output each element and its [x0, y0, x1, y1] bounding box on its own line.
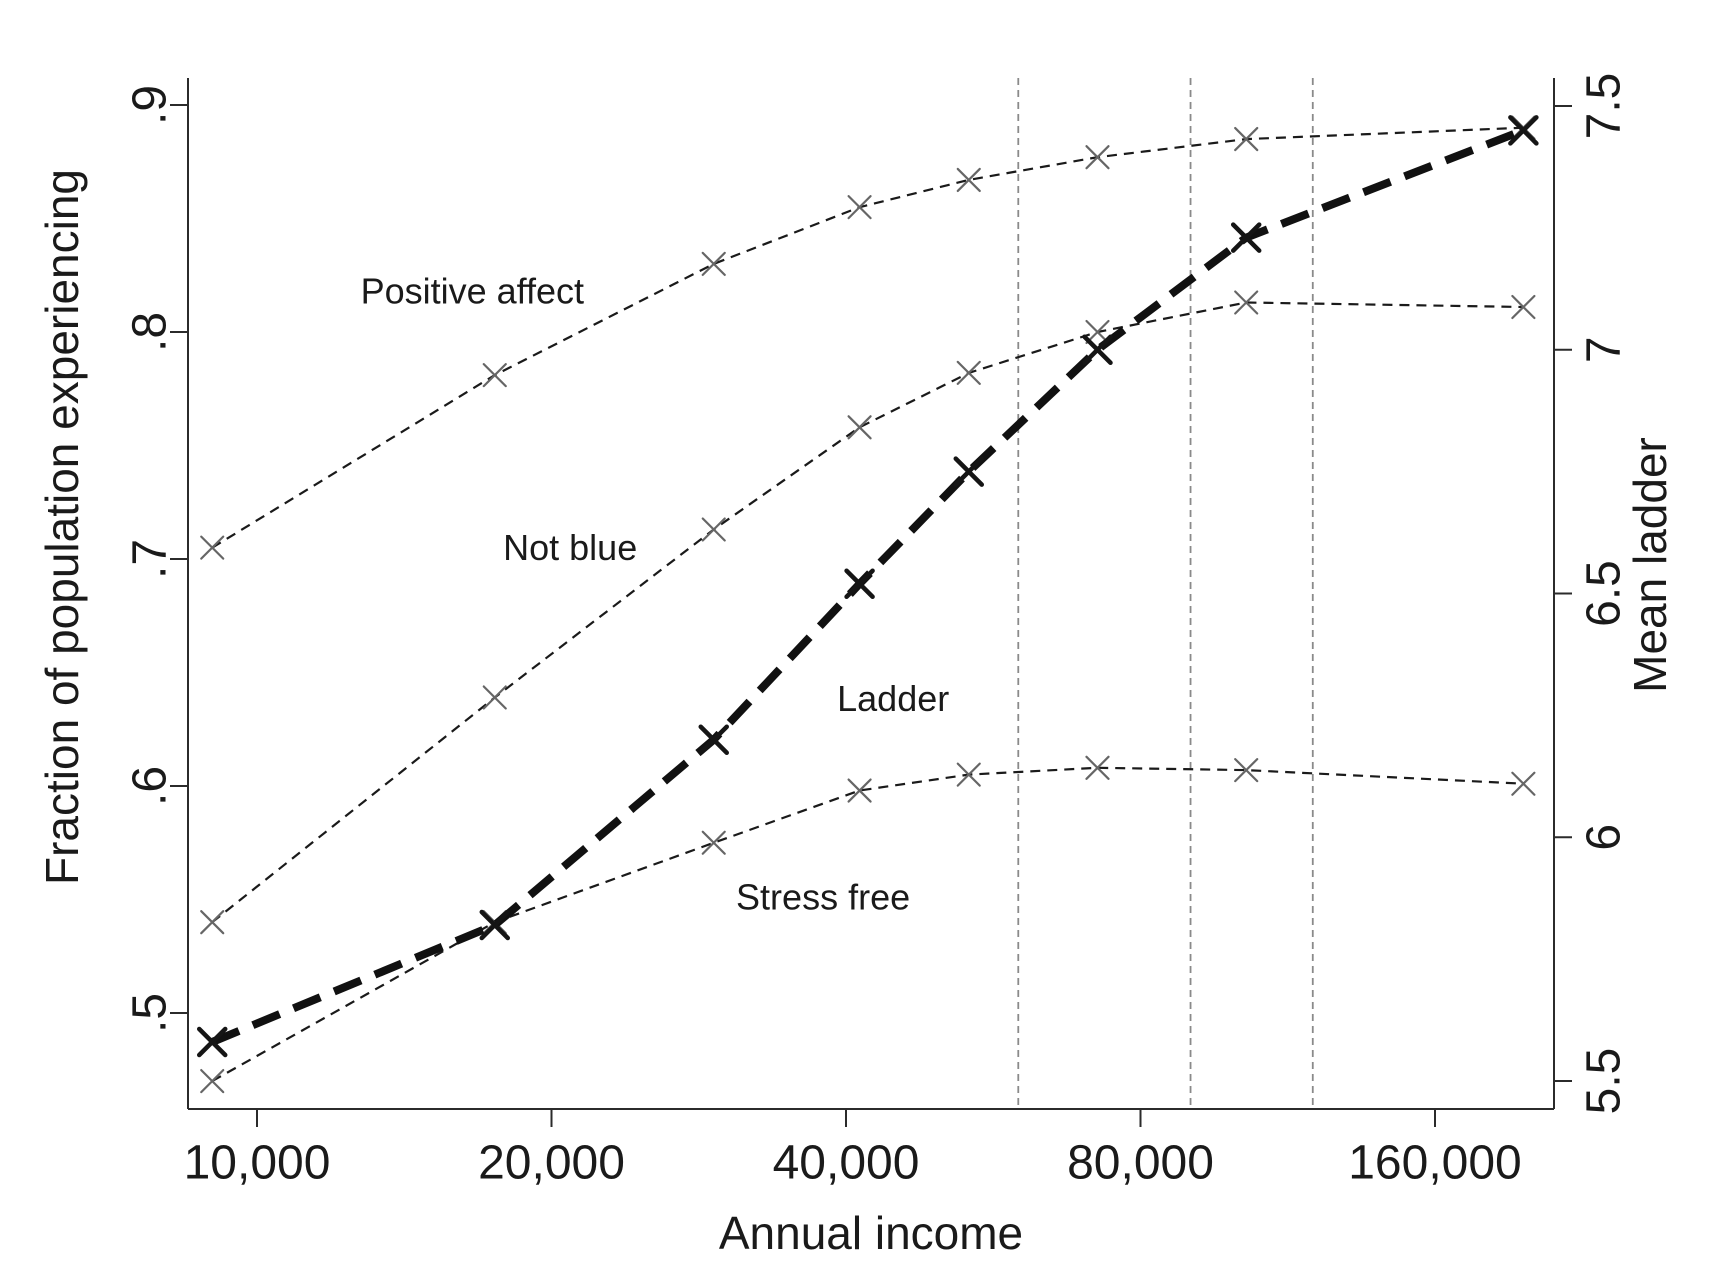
x-marker-icon-ladder-4 [953, 456, 985, 487]
x-marker-icon-ladder-0 [196, 1026, 228, 1058]
x-marker-icon-positive-affect-0 [200, 535, 225, 560]
x-marker-icon-stress-free-5 [1085, 755, 1110, 780]
x-marker-icon-ladder-2 [698, 724, 729, 755]
x-marker-icon-ladder-3 [844, 568, 875, 599]
left-axis-title: Fraction of population experiencing [36, 169, 88, 885]
right-tick-label-7: 7 [1578, 336, 1631, 363]
x-marker-icon-not-blue-7 [1511, 294, 1536, 320]
x-axis-title: Annual income [719, 1207, 1023, 1259]
left-tick-label-0.7: .7 [124, 539, 177, 579]
x-marker-icon-not-blue-2 [701, 517, 726, 542]
x-tick-label-20000: 20,000 [478, 1137, 625, 1190]
x-marker-icon-positive-affect-2 [701, 251, 726, 276]
x-marker-icon-positive-affect-6 [1234, 126, 1259, 152]
left-tick-label-0.5: .5 [124, 993, 177, 1033]
right-tick-label-5.5: 5.5 [1578, 1048, 1631, 1115]
x-marker-icon-positive-affect-4 [956, 167, 981, 193]
x-marker-icon-stress-free-7 [1511, 771, 1536, 796]
x-tick-label-160000: 160,000 [1348, 1137, 1522, 1190]
x-marker-icon-not-blue-3 [847, 415, 872, 440]
series-line-not-blue [211, 301, 1524, 924]
left-tick-label-0.6: .6 [124, 766, 177, 806]
left-tick-label-0.9: .9 [124, 85, 177, 125]
x-marker-icon-not-blue-0 [200, 910, 225, 935]
x-tick-label-10000: 10,000 [184, 1137, 331, 1190]
x-tick-label-80000: 80,000 [1067, 1137, 1214, 1190]
series-label-stress-free: Stress free [736, 877, 910, 918]
left-tick-label-0.8: .8 [124, 312, 177, 352]
series-label-not-blue: Not blue [503, 527, 637, 568]
x-marker-icon-not-blue-6 [1234, 290, 1259, 315]
series-label-ladder: Ladder [837, 678, 949, 719]
x-tick-label-40000: 40,000 [773, 1137, 920, 1190]
x-marker-icon-positive-affect-3 [847, 195, 872, 220]
series-line-positive-affect [211, 126, 1524, 549]
x-marker-icon-stress-free-6 [1234, 758, 1259, 783]
x-marker-icon-stress-free-2 [701, 830, 726, 855]
x-marker-icon-ladder-1 [479, 909, 511, 941]
right-axis-title: Mean ladder [1624, 437, 1676, 693]
x-marker-icon-stress-free-4 [956, 762, 981, 787]
series-line-stress-free [211, 766, 1524, 1083]
x-marker-icon-ladder-6 [1230, 222, 1262, 253]
x-marker-icon-ladder-5 [1082, 334, 1113, 365]
series-label-positive-affect: Positive affect [361, 271, 584, 312]
series-line-ladder [210, 126, 1525, 1046]
x-marker-icon-stress-free-3 [847, 778, 872, 803]
right-tick-label-6.5: 6.5 [1578, 560, 1631, 627]
x-marker-icon-ladder-7 [1508, 115, 1539, 146]
right-tick-label-7.5: 7.5 [1578, 73, 1631, 140]
x-marker-icon-positive-affect-1 [482, 363, 507, 388]
x-marker-icon-stress-free-0 [200, 1069, 225, 1094]
x-marker-icon-not-blue-1 [482, 685, 507, 710]
x-marker-icon-not-blue-4 [956, 360, 981, 385]
right-tick-label-6: 6 [1578, 824, 1631, 851]
x-marker-icon-positive-affect-5 [1085, 145, 1110, 170]
